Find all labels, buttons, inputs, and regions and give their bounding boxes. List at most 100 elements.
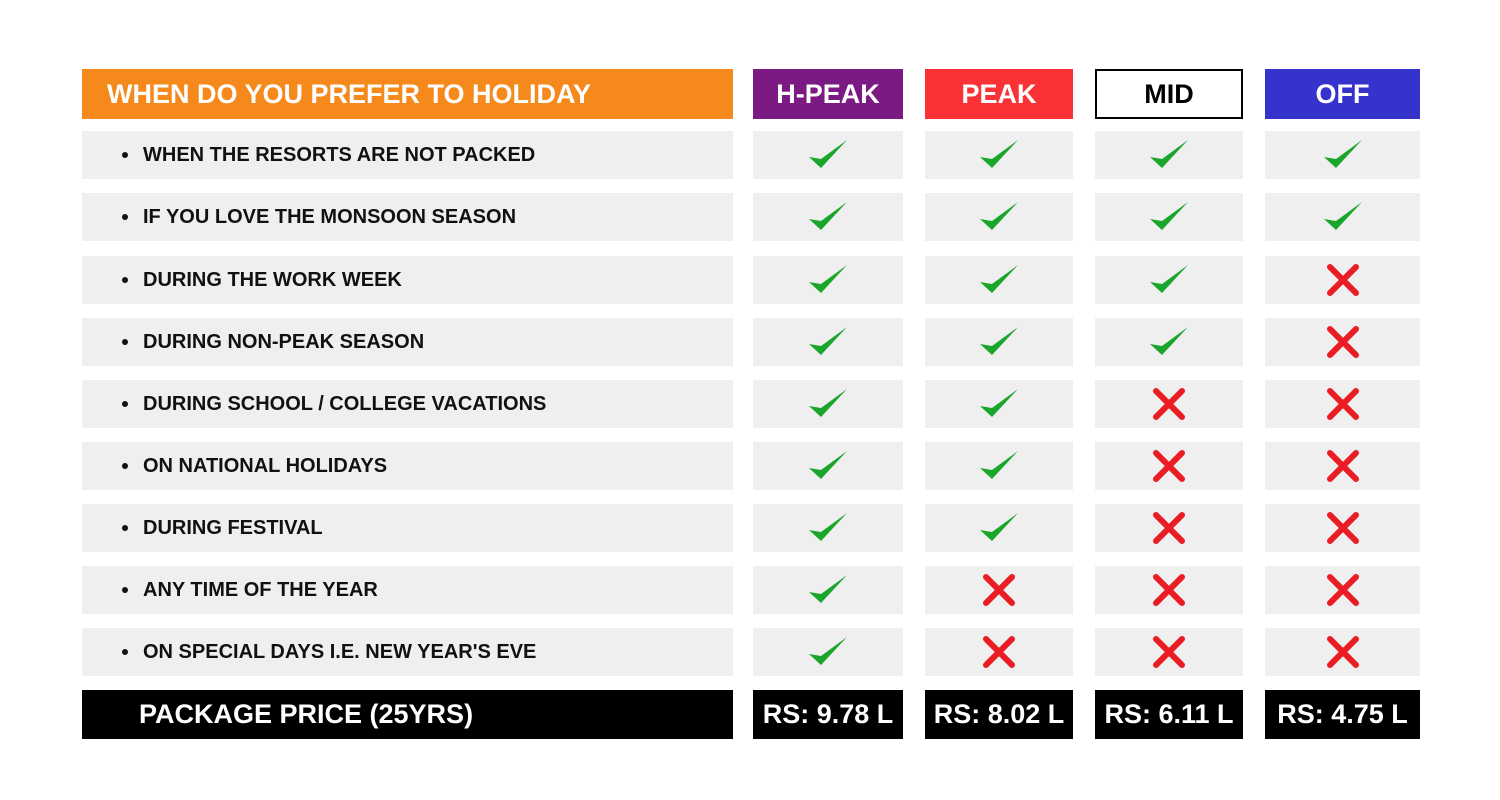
row-label: ANY TIME OF THE YEAR	[82, 566, 733, 614]
mark-cell	[925, 193, 1073, 241]
mark-cell	[753, 318, 903, 366]
mark-cell	[1265, 256, 1420, 304]
bullet-icon	[122, 587, 128, 593]
mark-cell	[1265, 442, 1420, 490]
mark-cell	[1095, 628, 1243, 676]
row-label: ON NATIONAL HOLIDAYS	[82, 442, 733, 490]
mark-cell	[1265, 566, 1420, 614]
bullet-icon	[122, 152, 128, 158]
bullet-icon	[122, 649, 128, 655]
check-icon	[1147, 197, 1191, 237]
cross-icon	[1151, 510, 1187, 546]
mark-cell	[1095, 318, 1243, 366]
mark-cell	[1265, 380, 1420, 428]
check-icon	[806, 384, 850, 424]
check-icon	[806, 632, 850, 672]
mark-cell	[753, 256, 903, 304]
row-label-text: ANY TIME OF THE YEAR	[143, 578, 378, 601]
mark-cell	[1265, 504, 1420, 552]
mark-cell	[1095, 256, 1243, 304]
bullet-icon	[122, 525, 128, 531]
bullet-icon	[122, 401, 128, 407]
mark-cell	[925, 256, 1073, 304]
cross-icon	[1325, 634, 1361, 670]
check-icon	[977, 260, 1021, 300]
column-header-h-peak: H-PEAK	[753, 69, 903, 119]
mark-cell	[925, 442, 1073, 490]
row-label-text: DURING THE WORK WEEK	[143, 268, 402, 291]
mark-cell	[925, 628, 1073, 676]
row-label-text: DURING NON-PEAK SEASON	[143, 330, 425, 353]
price-mid: RS: 6.11 L	[1095, 690, 1243, 739]
mark-cell	[753, 628, 903, 676]
check-icon	[806, 508, 850, 548]
cross-icon	[1151, 386, 1187, 422]
check-icon	[977, 508, 1021, 548]
mark-cell	[925, 566, 1073, 614]
row-label: DURING NON-PEAK SEASON	[82, 318, 733, 366]
cross-icon	[981, 634, 1017, 670]
price-peak: RS: 8.02 L	[925, 690, 1073, 739]
mark-cell	[925, 318, 1073, 366]
row-label-text: ON SPECIAL DAYS I.E. NEW YEAR'S EVE	[143, 640, 537, 663]
check-icon	[977, 135, 1021, 175]
cross-icon	[1151, 634, 1187, 670]
check-icon	[806, 197, 850, 237]
check-icon	[1147, 135, 1191, 175]
check-icon	[806, 135, 850, 175]
cross-icon	[1151, 572, 1187, 608]
row-label-text: ON NATIONAL HOLIDAYS	[143, 454, 388, 477]
check-icon	[1147, 260, 1191, 300]
column-header-off: OFF	[1265, 69, 1420, 119]
mark-cell	[1095, 442, 1243, 490]
cross-icon	[1325, 262, 1361, 298]
mark-cell	[753, 193, 903, 241]
check-icon	[806, 570, 850, 610]
row-label: IF YOU LOVE THE MONSOON SEASON	[82, 193, 733, 241]
check-icon	[977, 384, 1021, 424]
package-price-label: PACKAGE PRICE (25YRS)	[82, 690, 733, 739]
cross-icon	[981, 572, 1017, 608]
mark-cell	[925, 504, 1073, 552]
check-icon	[1321, 135, 1365, 175]
column-header-mid: MID	[1095, 69, 1243, 119]
row-label: ON SPECIAL DAYS I.E. NEW YEAR'S EVE	[82, 628, 733, 676]
row-label-text: DURING SCHOOL / COLLEGE VACATIONS	[143, 392, 547, 415]
mark-cell	[1265, 193, 1420, 241]
row-label-text: WHEN THE RESORTS ARE NOT PACKED	[143, 143, 536, 166]
mark-cell	[1095, 504, 1243, 552]
row-label: DURING SCHOOL / COLLEGE VACATIONS	[82, 380, 733, 428]
price-h-peak: RS: 9.78 L	[753, 690, 903, 739]
price-off: RS: 4.75 L	[1265, 690, 1420, 739]
mark-cell	[1095, 193, 1243, 241]
check-icon	[1147, 322, 1191, 362]
check-icon	[977, 197, 1021, 237]
cross-icon	[1325, 324, 1361, 360]
mark-cell	[925, 380, 1073, 428]
check-icon	[806, 322, 850, 362]
bullet-icon	[122, 463, 128, 469]
row-label-text: DURING FESTIVAL	[143, 516, 323, 539]
table-title: WHEN DO YOU PREFER TO HOLIDAY	[82, 69, 733, 119]
check-icon	[1321, 197, 1365, 237]
check-icon	[806, 260, 850, 300]
row-label-text: IF YOU LOVE THE MONSOON SEASON	[143, 205, 517, 228]
check-icon	[977, 322, 1021, 362]
mark-cell	[753, 380, 903, 428]
cross-icon	[1325, 510, 1361, 546]
mark-cell	[753, 504, 903, 552]
mark-cell	[1095, 380, 1243, 428]
cross-icon	[1325, 572, 1361, 608]
bullet-icon	[122, 214, 128, 220]
mark-cell	[753, 566, 903, 614]
mark-cell	[1265, 318, 1420, 366]
check-icon	[977, 446, 1021, 486]
mark-cell	[1265, 628, 1420, 676]
mark-cell	[925, 131, 1073, 179]
mark-cell	[1265, 131, 1420, 179]
row-label: DURING FESTIVAL	[82, 504, 733, 552]
row-label: DURING THE WORK WEEK	[82, 256, 733, 304]
row-label: WHEN THE RESORTS ARE NOT PACKED	[82, 131, 733, 179]
bullet-icon	[122, 339, 128, 345]
check-icon	[806, 446, 850, 486]
